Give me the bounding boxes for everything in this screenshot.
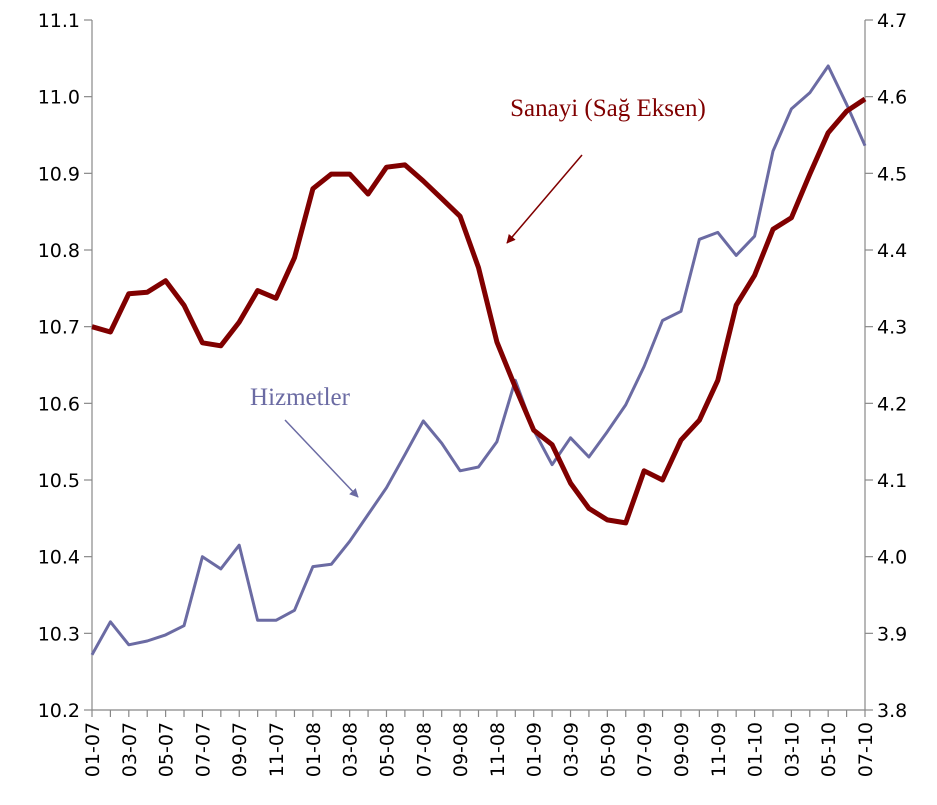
arrow: [506, 154, 583, 244]
x-tick-label: 01-09: [524, 722, 546, 777]
x-tick-label: 11-07: [266, 722, 288, 777]
annotation: Sanayi (Sağ Eksen): [510, 95, 706, 122]
tick-label: 10.8: [38, 240, 80, 262]
tick-label: 4.5: [877, 163, 907, 185]
x-tick-label: 05-07: [156, 722, 178, 777]
x-tick-label: 07-08: [413, 722, 435, 777]
x-tick-label: 01-08: [303, 722, 325, 777]
tick-label: 4.6: [877, 87, 907, 109]
tick-label: 11.1: [38, 10, 80, 32]
tick-label: 10.7: [38, 317, 80, 339]
x-tick-label: 03-08: [340, 722, 362, 777]
tick-label: 4.3: [877, 317, 907, 339]
series-line: [90, 64, 867, 656]
x-tick-label: 09-08: [450, 722, 472, 777]
x-tick-label: 03-10: [781, 722, 803, 777]
series-line: [91, 96, 867, 526]
x-tick-label: 03-07: [119, 722, 141, 777]
x-tick-label: 03-09: [561, 722, 583, 777]
x-tick-label: 11-08: [487, 722, 509, 777]
tick-label: 4.7: [877, 10, 907, 32]
tick-label: 4.1: [877, 470, 907, 492]
tick-label: 4.4: [877, 240, 907, 262]
x-tick-label: 01-07: [82, 722, 104, 777]
x-tick-label: 07-07: [192, 722, 214, 777]
tick-label: 4.2: [877, 393, 907, 415]
tick-label: 10.2: [38, 700, 80, 722]
x-tick-label: 05-08: [376, 722, 398, 777]
arrow: [284, 419, 359, 498]
tick-label: 10.9: [38, 163, 80, 185]
tick-label: 10.5: [38, 470, 80, 492]
x-tick-label: 05-09: [597, 722, 619, 777]
x-tick-label: 09-07: [229, 722, 251, 777]
tick-label: 4.0: [877, 547, 907, 569]
tick-label: 3.8: [877, 700, 907, 722]
x-tick-label: 05-10: [818, 722, 840, 777]
x-tick-label: 07-10: [855, 722, 877, 777]
x-tick-label: 07-09: [634, 722, 656, 777]
x-tick-label: 01-10: [745, 722, 767, 777]
tick-label: 10.6: [38, 393, 80, 415]
tick-label: 11.0: [38, 87, 80, 109]
annotation: Hizmetler: [250, 384, 351, 411]
x-tick-label: 09-09: [671, 722, 693, 777]
x-tick-label: 11-09: [708, 722, 730, 777]
tick-label: 10.3: [38, 623, 80, 645]
tick-label: 3.9: [877, 623, 907, 645]
tick-label: 10.4: [38, 547, 80, 569]
